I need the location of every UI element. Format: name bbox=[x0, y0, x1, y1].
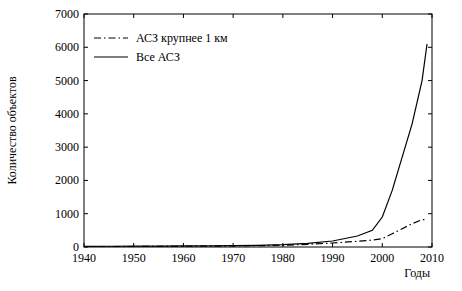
y-tick bbox=[84, 213, 88, 214]
x-tick-label: 1950 bbox=[122, 251, 146, 265]
y-tick-right bbox=[428, 113, 432, 114]
y-tick-label: 6000 bbox=[55, 40, 79, 54]
y-tick-right bbox=[428, 80, 432, 81]
y-tick bbox=[84, 113, 88, 114]
x-tick-top bbox=[282, 14, 283, 18]
legend-swatch bbox=[94, 37, 128, 38]
x-tick-label: 1970 bbox=[221, 251, 245, 265]
x-tick-label: 1960 bbox=[171, 251, 195, 265]
x-tick-top bbox=[332, 14, 333, 18]
y-tick-label: 4000 bbox=[55, 107, 79, 121]
y-tick bbox=[84, 47, 88, 48]
legend: АСЗ крупнее 1 км Все АСЗ bbox=[94, 31, 228, 64]
x-tick-label: 2010 bbox=[420, 251, 444, 265]
y-tick-right bbox=[428, 47, 432, 48]
y-tick bbox=[84, 180, 88, 181]
x-tick-top bbox=[233, 14, 234, 18]
plot-frame bbox=[84, 14, 432, 247]
x-tick bbox=[432, 243, 433, 247]
y-tick-right bbox=[428, 247, 432, 248]
legend-label: Все АСЗ bbox=[136, 50, 180, 64]
x-tick-top bbox=[432, 14, 433, 18]
y-tick-label: 0 bbox=[73, 240, 79, 254]
x-tick-top bbox=[133, 14, 134, 18]
x-tick-label: 1990 bbox=[321, 251, 345, 265]
y-tick-label: 1000 bbox=[55, 207, 79, 221]
y-axis-label: Количество объектов bbox=[5, 76, 19, 185]
y-tick-right bbox=[428, 180, 432, 181]
y-tick-label: 5000 bbox=[55, 74, 79, 88]
x-axis-label: Годы bbox=[404, 266, 430, 280]
legend-label: АСЗ крупнее 1 км bbox=[136, 31, 228, 45]
chart: 1940195019601970198019902000201001000200… bbox=[0, 0, 462, 291]
plot-lines bbox=[84, 44, 427, 247]
y-tick-right bbox=[428, 213, 432, 214]
y-tick-label: 2000 bbox=[55, 173, 79, 187]
y-tick bbox=[84, 147, 88, 148]
y-tick bbox=[84, 14, 88, 15]
y-tick-label: 3000 bbox=[55, 140, 79, 154]
y-tick bbox=[84, 80, 88, 81]
series-line bbox=[84, 219, 427, 246]
x-tick-label: 2000 bbox=[370, 251, 394, 265]
y-tick-right bbox=[428, 14, 432, 15]
x-tick-top bbox=[382, 14, 383, 18]
series-line bbox=[84, 44, 427, 246]
y-tick-label: 7000 bbox=[55, 7, 79, 21]
x-tick-top bbox=[183, 14, 184, 18]
legend-swatch bbox=[94, 56, 128, 57]
x-tick-top bbox=[84, 14, 85, 18]
x-tick-label: 1980 bbox=[271, 251, 295, 265]
y-tick-right bbox=[428, 147, 432, 148]
x-tick bbox=[382, 243, 383, 247]
